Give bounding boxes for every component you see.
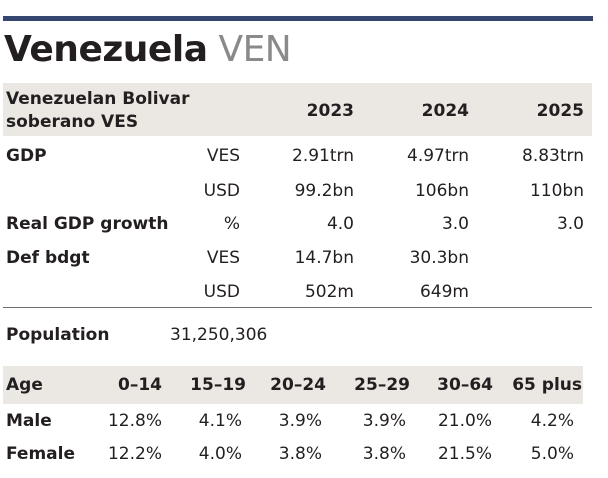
row-value: 106bn bbox=[414, 181, 469, 201]
row-value: 3.0 bbox=[556, 214, 584, 234]
row-unit: % bbox=[223, 214, 240, 234]
age-value: 21.5% bbox=[437, 444, 492, 464]
population-label: Population bbox=[6, 325, 110, 345]
row-value: 4.0 bbox=[326, 214, 354, 234]
year-header: 2025 bbox=[536, 101, 584, 121]
row-label: Real GDP growth bbox=[6, 214, 169, 234]
age-group-header: 0–14 bbox=[118, 375, 162, 395]
age-row-label: Male bbox=[6, 411, 52, 431]
year-header: 2024 bbox=[421, 101, 469, 121]
row-value: 14.7bn bbox=[294, 248, 354, 268]
year-header: 2023 bbox=[306, 101, 354, 121]
age-value: 3.8% bbox=[278, 444, 322, 464]
row-value: 502m bbox=[304, 282, 354, 302]
country-code: VEN bbox=[218, 29, 292, 70]
row-value: 2.91trn bbox=[292, 146, 354, 166]
population-value: 31,250,306 bbox=[170, 325, 268, 345]
age-value: 3.9% bbox=[362, 411, 406, 431]
row-label: GDP bbox=[6, 146, 47, 166]
age-value: 12.2% bbox=[107, 444, 162, 464]
currency-label-line1: Venezuelan Bolivar bbox=[6, 89, 190, 109]
age-value: 3.9% bbox=[278, 411, 322, 431]
row-value: 8.83trn bbox=[522, 146, 584, 166]
age-value: 5.0% bbox=[530, 444, 574, 464]
age-value: 21.0% bbox=[437, 411, 492, 431]
row-value: 30.3bn bbox=[409, 248, 469, 268]
row-label: Def bdgt bbox=[6, 248, 90, 268]
age-row-label: Female bbox=[6, 444, 75, 464]
row-value: 99.2bn bbox=[294, 181, 354, 201]
row-value: 110bn bbox=[529, 181, 584, 201]
age-value: 4.2% bbox=[530, 411, 574, 431]
row-unit: USD bbox=[203, 282, 240, 302]
page-title: Venezuela VEN bbox=[4, 27, 292, 73]
age-value: 4.0% bbox=[198, 444, 242, 464]
age-group-header: 30–64 bbox=[437, 375, 493, 395]
top-accent-bar bbox=[3, 16, 593, 21]
age-group-header: 25–29 bbox=[354, 375, 410, 395]
currency-label-line2: soberano VES bbox=[6, 112, 139, 132]
row-unit: USD bbox=[203, 181, 240, 201]
age-value: 3.8% bbox=[362, 444, 406, 464]
age-group-header: 20–24 bbox=[270, 375, 326, 395]
row-value: 649m bbox=[419, 282, 469, 302]
age-header-label: Age bbox=[6, 375, 43, 395]
row-value: 3.0 bbox=[441, 214, 469, 234]
age-value: 4.1% bbox=[198, 411, 242, 431]
divider bbox=[3, 307, 592, 308]
age-group-header: 15–19 bbox=[190, 375, 246, 395]
country-name: Venezuela bbox=[4, 29, 208, 70]
age-header-band bbox=[3, 366, 583, 404]
row-unit: VES bbox=[206, 146, 240, 166]
age-value: 12.8% bbox=[107, 411, 162, 431]
row-value: 4.97trn bbox=[407, 146, 469, 166]
economy-header-band bbox=[3, 83, 592, 136]
row-unit: VES bbox=[206, 248, 240, 268]
age-group-header: 65 plus bbox=[512, 375, 582, 395]
